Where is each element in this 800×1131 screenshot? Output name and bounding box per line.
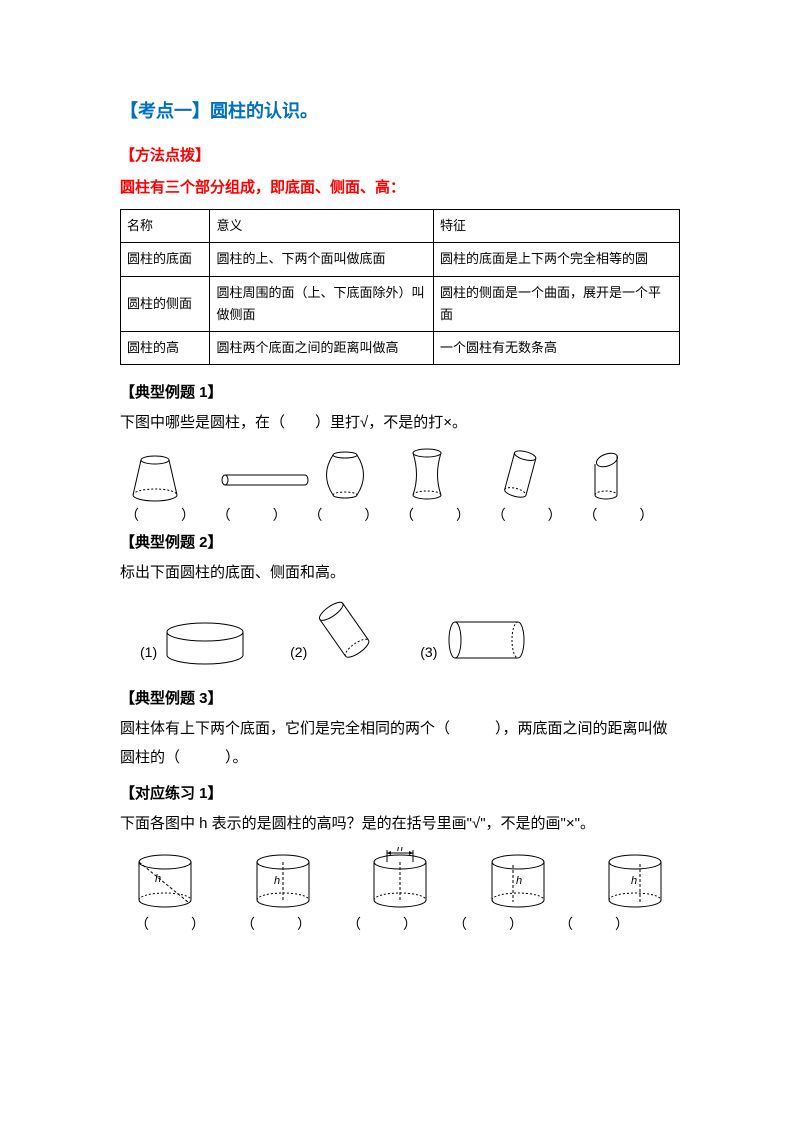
title-bracket-open: 【 — [120, 101, 138, 121]
shape-tilted-cylinder — [495, 445, 585, 505]
example1-label: 【典型例题 1】 — [120, 379, 680, 406]
example2-label: 【典型例题 2】 — [120, 529, 680, 556]
example2-text: 标出下面圆柱的底面、侧面和高。 — [120, 559, 680, 588]
example3-label: 【典型例题 3】 — [120, 685, 680, 712]
practice1-text: 下面各图中 h 表示的是圆柱的高吗？是的在括号里画"√"，不是的画"×"。 — [120, 810, 680, 839]
paren: （ ） — [492, 503, 584, 528]
title-name: 考点一 — [138, 101, 192, 121]
table-cell: 圆柱的底面 — [121, 243, 210, 276]
shape-hourglass — [405, 445, 495, 505]
shape-sphere-cut — [315, 445, 405, 505]
shape-tilted-cylinder-2: (2) — [290, 597, 380, 665]
table-cell: 圆柱的高 — [121, 331, 210, 364]
shape-frustum — [125, 450, 215, 505]
definition-table: 名称 意义 特征 圆柱的底面 圆柱的上、下两个面叫做底面 圆柱的底面是上下两个完… — [120, 209, 680, 364]
cylinder-h-inner: h — [600, 852, 670, 912]
title-bracket-close: 】 — [192, 101, 210, 121]
shapes-row-2: (1) (2) (3) — [140, 597, 680, 665]
paren: （ ） — [241, 912, 347, 937]
page-title: 【考点一】圆柱的认识。 — [120, 95, 680, 127]
table-cell: 圆柱的侧面是一个曲面，展开是一个平面 — [434, 276, 680, 331]
table-cell: 圆柱的上、下两个面叫做底面 — [210, 243, 434, 276]
example1-text: 下图中哪些是圆柱，在（ ）里打√，不是的打×。 — [120, 409, 680, 438]
paren: （ ） — [217, 503, 309, 528]
shapes-row-1 — [120, 445, 680, 505]
shape-label: (3) — [420, 640, 437, 665]
paren: （ ） — [135, 912, 241, 937]
paren: （ ） — [347, 912, 453, 937]
paren: （ ） — [400, 503, 492, 528]
paren: （ ） — [559, 912, 665, 937]
svg-text:h: h — [155, 873, 161, 885]
table-header: 意义 — [210, 210, 434, 243]
table-cell: 一个圆柱有无数条高 — [434, 331, 680, 364]
cylinder-h-vertical-dashed: h — [248, 852, 318, 912]
practice1-label: 【对应练习 1】 — [120, 780, 680, 807]
table-header: 名称 — [121, 210, 210, 243]
shape-label: (2) — [290, 640, 307, 665]
intro-text: 圆柱有三个部分组成，即底面、侧面、高： — [120, 174, 680, 201]
paren-row-1: （ ） （ ） （ ） （ ） （ ） （ ） — [120, 503, 680, 528]
shape-label: (1) — [140, 640, 157, 665]
shape-flat-cylinder: (1) — [140, 620, 250, 665]
svg-text:h: h — [516, 875, 522, 887]
method-label: 【方法点拨】 — [120, 142, 680, 169]
table-cell: 圆柱的底面是上下两个完全相等的圆 — [434, 243, 680, 276]
shape-oblique-cylinder — [585, 450, 675, 505]
cylinder-h-vertical-solid: h — [483, 852, 553, 912]
example3-text: 圆柱体有上下两个底面，它们是完全相同的两个（ ），两底面之间的距离叫做圆柱的（ … — [120, 715, 680, 772]
shape-horizontal-cylinder: (3) — [420, 615, 530, 665]
paren: （ ） — [125, 503, 217, 528]
shape-rod — [215, 450, 315, 505]
cylinder-h-diagonal: h — [130, 852, 200, 912]
svg-text:h: h — [631, 875, 637, 887]
paren: （ ） — [308, 503, 400, 528]
cylinder-h-top-diameter: h — [365, 847, 435, 912]
svg-text:h: h — [397, 847, 403, 854]
paren: （ ） — [453, 912, 559, 937]
table-cell: 圆柱周围的面（上、下底面除外）叫做侧面 — [210, 276, 434, 331]
table-cell: 圆柱的侧面 — [121, 276, 210, 331]
shapes-row-3: h h h — [120, 847, 680, 912]
svg-text:h: h — [274, 875, 280, 887]
table-header: 特征 — [434, 210, 680, 243]
title-text: 圆柱的认识。 — [210, 101, 318, 121]
table-cell: 圆柱两个底面之间的距离叫做高 — [210, 331, 434, 364]
paren-row-3: （ ） （ ） （ ） （ ） （ ） — [120, 912, 680, 937]
paren: （ ） — [583, 503, 675, 528]
